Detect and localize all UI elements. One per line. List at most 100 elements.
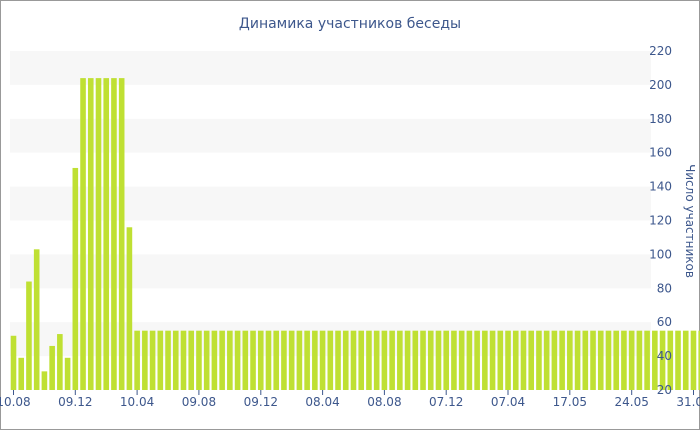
- bar: [474, 330, 480, 390]
- bar: [273, 330, 280, 390]
- chart-title: Динамика участников беседы: [239, 16, 461, 32]
- x-tick-label: 24.05: [615, 395, 649, 409]
- bar: [72, 167, 79, 390]
- bar: [613, 330, 620, 390]
- bar: [636, 330, 643, 390]
- bar: [567, 330, 573, 390]
- bar: [358, 330, 365, 390]
- bar: [64, 357, 71, 390]
- bar: [381, 330, 388, 390]
- bar: [250, 330, 256, 390]
- bar: [420, 330, 426, 390]
- bar: [373, 330, 380, 390]
- bar: [644, 330, 650, 390]
- y-axis-label: Число участников: [683, 164, 697, 278]
- bar: [551, 330, 558, 390]
- x-tick-label: 08.04: [305, 395, 339, 409]
- bar: [180, 330, 187, 390]
- bar: [427, 330, 434, 390]
- y-tick-label: 140: [649, 180, 672, 194]
- bar: [227, 330, 233, 390]
- bar: [659, 330, 666, 390]
- bar: [366, 330, 372, 390]
- bar: [111, 78, 117, 391]
- y-tick-label: 20: [657, 383, 672, 397]
- bar: [536, 330, 542, 390]
- bar: [667, 330, 674, 390]
- bar: [451, 330, 457, 390]
- bar: [404, 330, 411, 390]
- bar: [41, 371, 48, 390]
- bar: [682, 330, 689, 390]
- bar: [590, 330, 596, 390]
- bar: [319, 330, 326, 390]
- bar: [118, 78, 125, 391]
- x-tick-label: 08.08: [367, 395, 401, 409]
- y-tick-label: 80: [657, 281, 672, 295]
- bar: [281, 330, 287, 390]
- bar: [234, 330, 241, 390]
- bar: [652, 330, 658, 390]
- x-tick-label: 07.12: [429, 395, 463, 409]
- bar: [582, 330, 589, 390]
- bar: [497, 330, 504, 390]
- bar: [605, 330, 612, 390]
- bar: [342, 330, 349, 390]
- bar: [389, 330, 395, 390]
- bar: [621, 330, 627, 390]
- bar: [157, 330, 164, 390]
- bar: [350, 330, 357, 390]
- bar: [458, 330, 465, 390]
- bar: [397, 330, 403, 390]
- x-tick-label: 09.12: [58, 395, 92, 409]
- bar: [675, 330, 681, 390]
- bar: [126, 227, 133, 390]
- bar: [10, 335, 17, 390]
- x-tick-label: 07.04: [491, 395, 525, 409]
- bar: [165, 330, 171, 390]
- bar: [172, 330, 179, 390]
- bar: [574, 330, 581, 390]
- grid-band: [10, 254, 651, 289]
- bar: [242, 330, 249, 390]
- bar: [312, 330, 318, 390]
- bar: [698, 330, 700, 390]
- x-tick-label: 09.08: [182, 395, 216, 409]
- bar: [203, 330, 210, 390]
- bar: [219, 330, 225, 390]
- grid-band: [10, 51, 651, 85]
- bar: [412, 330, 419, 390]
- bar: [690, 330, 697, 390]
- bar: [149, 330, 156, 390]
- bar: [95, 78, 102, 391]
- y-tick-label: 120: [649, 214, 672, 228]
- bar: [196, 330, 202, 390]
- bar: [57, 334, 63, 390]
- bar: [559, 330, 565, 390]
- x-tick-label: 09.12: [244, 395, 278, 409]
- y-tick-label: 200: [649, 78, 672, 92]
- y-tick-label: 100: [649, 247, 672, 261]
- bars: [10, 78, 700, 391]
- bar: [80, 78, 86, 391]
- bar: [528, 330, 535, 390]
- bar: [265, 330, 272, 390]
- x-tick-label: 17.05: [553, 395, 587, 409]
- bar: [188, 330, 195, 390]
- y-tick-label: 180: [649, 112, 672, 126]
- grid-band: [10, 186, 651, 221]
- bar: [327, 330, 334, 390]
- bar: [103, 78, 110, 391]
- x-tick-label: 31.05: [676, 395, 700, 409]
- bar: [489, 330, 496, 390]
- bar: [33, 249, 40, 390]
- y-tick-label: 160: [649, 146, 672, 160]
- bar: [87, 78, 94, 391]
- y-tick-label: 40: [657, 349, 672, 363]
- bar: [512, 330, 519, 390]
- bar: [18, 357, 25, 390]
- bar: [134, 330, 140, 390]
- bar: [335, 330, 341, 390]
- x-axis-ticks: 10.08 09.12 10.04 09.08 09.12 08.04 08.08 07.12…: [0, 390, 700, 409]
